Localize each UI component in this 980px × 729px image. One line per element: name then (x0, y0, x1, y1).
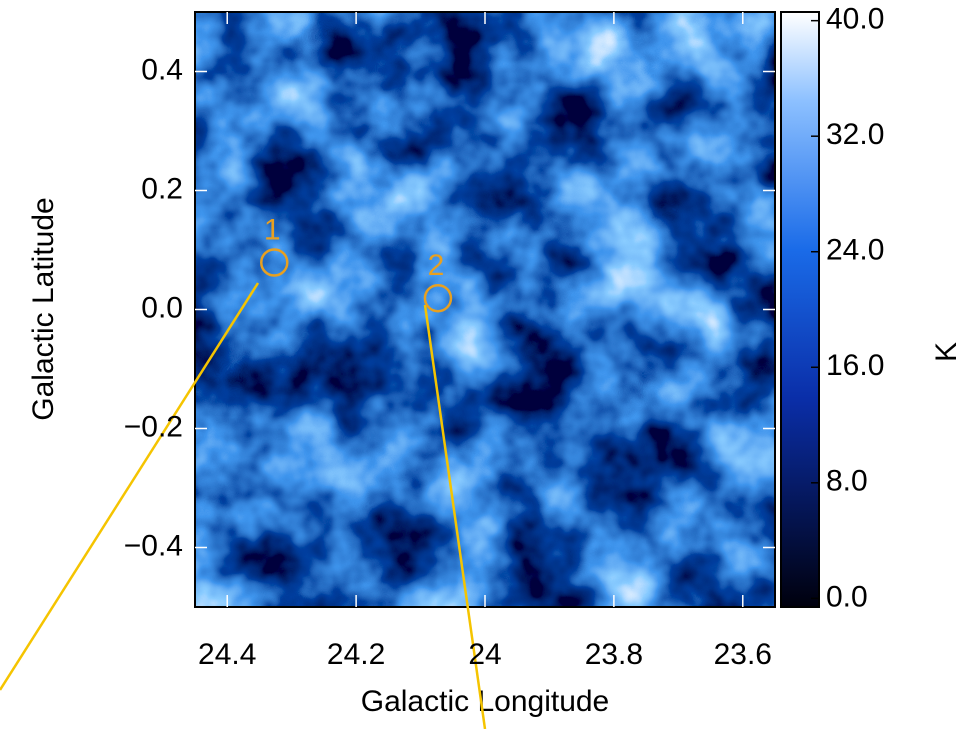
colorbar (780, 11, 820, 608)
y-tick-label: 0.4 (141, 53, 183, 86)
callout-line (0, 282, 260, 691)
colorbar-label: K (930, 342, 963, 362)
colorbar-tick-label: 0.0 (826, 580, 868, 613)
callout-line (423, 304, 487, 729)
y-axis-label: Galactic Latitude (27, 197, 60, 420)
source-label: 2 (428, 249, 445, 282)
intensity-map (195, 12, 775, 607)
source-label: 1 (264, 213, 281, 246)
x-tick-label: 23.6 (714, 638, 772, 671)
x-tick-label: 23.8 (585, 638, 643, 671)
x-tick-label: 24.4 (198, 638, 256, 671)
y-tick-label: 0.0 (141, 291, 183, 324)
source-marker (260, 248, 289, 277)
x-axis-label: Galactic Longitude (361, 685, 610, 718)
source-marker (423, 283, 453, 313)
colorbar-tick-label: 16.0 (826, 349, 884, 382)
y-tick-label: 0.2 (141, 172, 183, 205)
colorbar-tick-label: 8.0 (826, 465, 868, 498)
y-tick-label: −0.2 (124, 410, 183, 443)
y-tick-label: −0.4 (124, 529, 183, 562)
colorbar-tick-label: 24.0 (826, 234, 884, 267)
colorbar-tick-label: 40.0 (826, 3, 884, 36)
colorbar-tick-label: 32.0 (826, 118, 884, 151)
x-tick-label: 24.2 (327, 638, 385, 671)
x-tick-label: 24 (468, 638, 501, 671)
